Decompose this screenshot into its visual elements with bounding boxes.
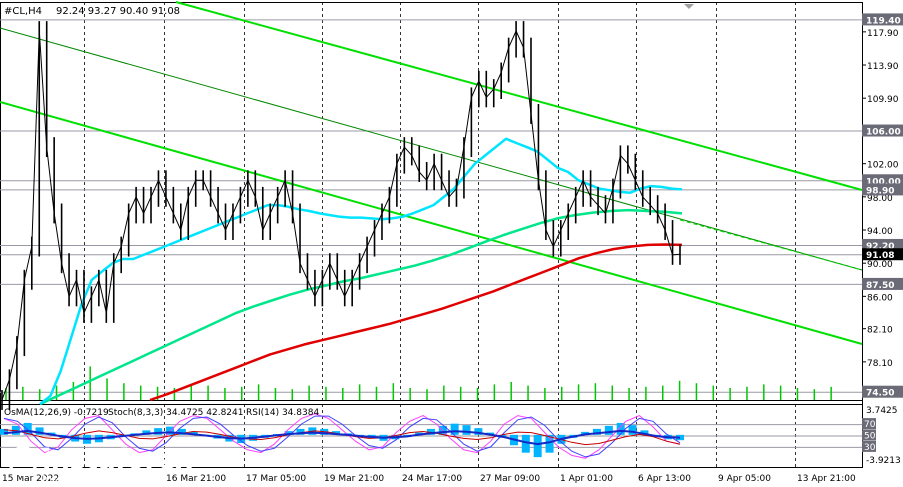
price-line: [1, 30, 681, 401]
osma-bar: [296, 428, 305, 435]
trend-channels: [0, 1, 863, 345]
price-label-box: [862, 385, 903, 398]
osma-bar: [462, 425, 471, 435]
y-tick-label: 90.00: [867, 260, 893, 270]
osma-bar: [166, 426, 175, 435]
price-label-text: 74.50: [866, 389, 894, 399]
osma-label: OsMA(12,26,9) -0.7219: [4, 408, 109, 418]
chart-frame: [0, 2, 863, 468]
price-label-text: 91.08: [866, 251, 894, 261]
channel-line: [0, 101, 863, 345]
price-label-box: [862, 238, 903, 251]
osma-signal-line: [3, 429, 681, 446]
osma-bar: [189, 431, 198, 435]
rsi-label: RSI(14) 34.8384: [246, 408, 319, 418]
chart-symbol: #CL,H4: [4, 6, 42, 17]
y-tick-label: 86.00: [867, 293, 893, 303]
osma-bar: [628, 425, 637, 435]
osma-bar: [450, 423, 459, 435]
osma-bar: [581, 431, 590, 435]
stoch-level-box: [862, 440, 876, 452]
price-label-text: 119.40: [866, 16, 901, 26]
osma-bar: [426, 428, 435, 435]
osma-bar: [23, 422, 32, 435]
stoch-level-box: [862, 418, 876, 430]
osma-bar: [592, 428, 601, 435]
x-tick-label: 24 Mar 17:00: [402, 474, 462, 484]
osma-bar: [0, 428, 8, 435]
y-tick-label: 109.90: [867, 95, 899, 105]
y-tick-label: 102.00: [867, 161, 899, 171]
x-tick-label: 13 Apr 21:00: [797, 474, 856, 484]
osma-bar: [142, 430, 151, 435]
price-axis: 117.90 113.90 109.90 106.00 102.00 98.00 94.00…: [862, 13, 903, 466]
stoch-label: Stoch(8,3,3) 34.4725 42.8241: [108, 408, 243, 418]
stoch-level-label: 30: [864, 443, 876, 453]
osma-bar: [35, 427, 44, 435]
osma-tick-label: -3.9213: [866, 456, 901, 466]
y-tick-label: 94.00: [867, 227, 893, 237]
x-tick-label: 19 Mar 21:00: [324, 474, 384, 484]
y-tick-label: 82.10: [867, 326, 893, 336]
price-label-box: [862, 13, 903, 26]
osma-bar: [154, 428, 163, 435]
osma-bar: [533, 434, 542, 458]
stoch-level-label: 50: [864, 432, 876, 442]
price-label-box: [862, 248, 903, 261]
osma-bar: [545, 434, 554, 453]
x-tick-label: 1 Apr 01:00: [560, 474, 613, 484]
y-tick-label: 117.90: [867, 29, 899, 39]
y-tick-label: 98.00: [867, 194, 893, 204]
price-label-text: 92.20: [866, 242, 894, 252]
osma-bar: [521, 434, 530, 453]
stoch-main-line: [3, 415, 681, 458]
price-label-text: 100.00: [866, 177, 901, 187]
osma-bar: [284, 431, 293, 435]
ema-fast-line: [39, 137, 683, 406]
dropdown-arrow-icon[interactable]: [684, 4, 694, 9]
osma-bar: [640, 430, 649, 435]
stoch-level-label: 70: [864, 420, 876, 430]
osma-tick-label: 3.7425: [866, 406, 898, 416]
osma-bar: [616, 422, 625, 435]
x-tick-label: 16 Mar 21:00: [166, 474, 226, 484]
x-tick-label: 6 Apr 13:00: [638, 474, 691, 484]
indicator-window: [0, 413, 862, 459]
y-tick-label: 78.10: [867, 359, 893, 369]
x-tick-label: 27 Mar 09:00: [480, 474, 540, 484]
x-tick-label: 17 Mar 05:00: [246, 474, 306, 484]
osma-bar: [604, 425, 613, 435]
price-label-box: [862, 174, 903, 187]
price-label-box: [862, 124, 903, 137]
price-label-text: 87.50: [866, 281, 894, 291]
osma-bar: [474, 428, 483, 435]
price-series: [1, 21, 681, 410]
stoch-level-box: [862, 429, 876, 441]
time-axis: 15 Mar 2022 16 Mar 21:00 17 Mar 05:00 19 Ma…: [2, 474, 856, 484]
channel-line: [175, 1, 863, 191]
stoch-signal-line: [3, 413, 681, 459]
x-tick-label: 15 Mar 2022: [2, 474, 59, 484]
y-tick-label: 113.90: [867, 62, 899, 72]
price-label-box: [862, 183, 903, 196]
x-tick-label: 9 Apr 05:00: [718, 474, 771, 484]
grid: [0, 2, 863, 468]
price-label-text: 106.00: [866, 128, 901, 138]
chart-ohlc: 92.24 93.27 90.40 91.08: [56, 6, 180, 17]
price-label-text: 98.90: [866, 186, 894, 196]
osma-bar: [177, 428, 186, 435]
channel-projection: [679, 219, 863, 271]
channel-line: [0, 27, 863, 271]
ema-slow-line: [149, 243, 683, 402]
price-label-box: [862, 277, 903, 290]
